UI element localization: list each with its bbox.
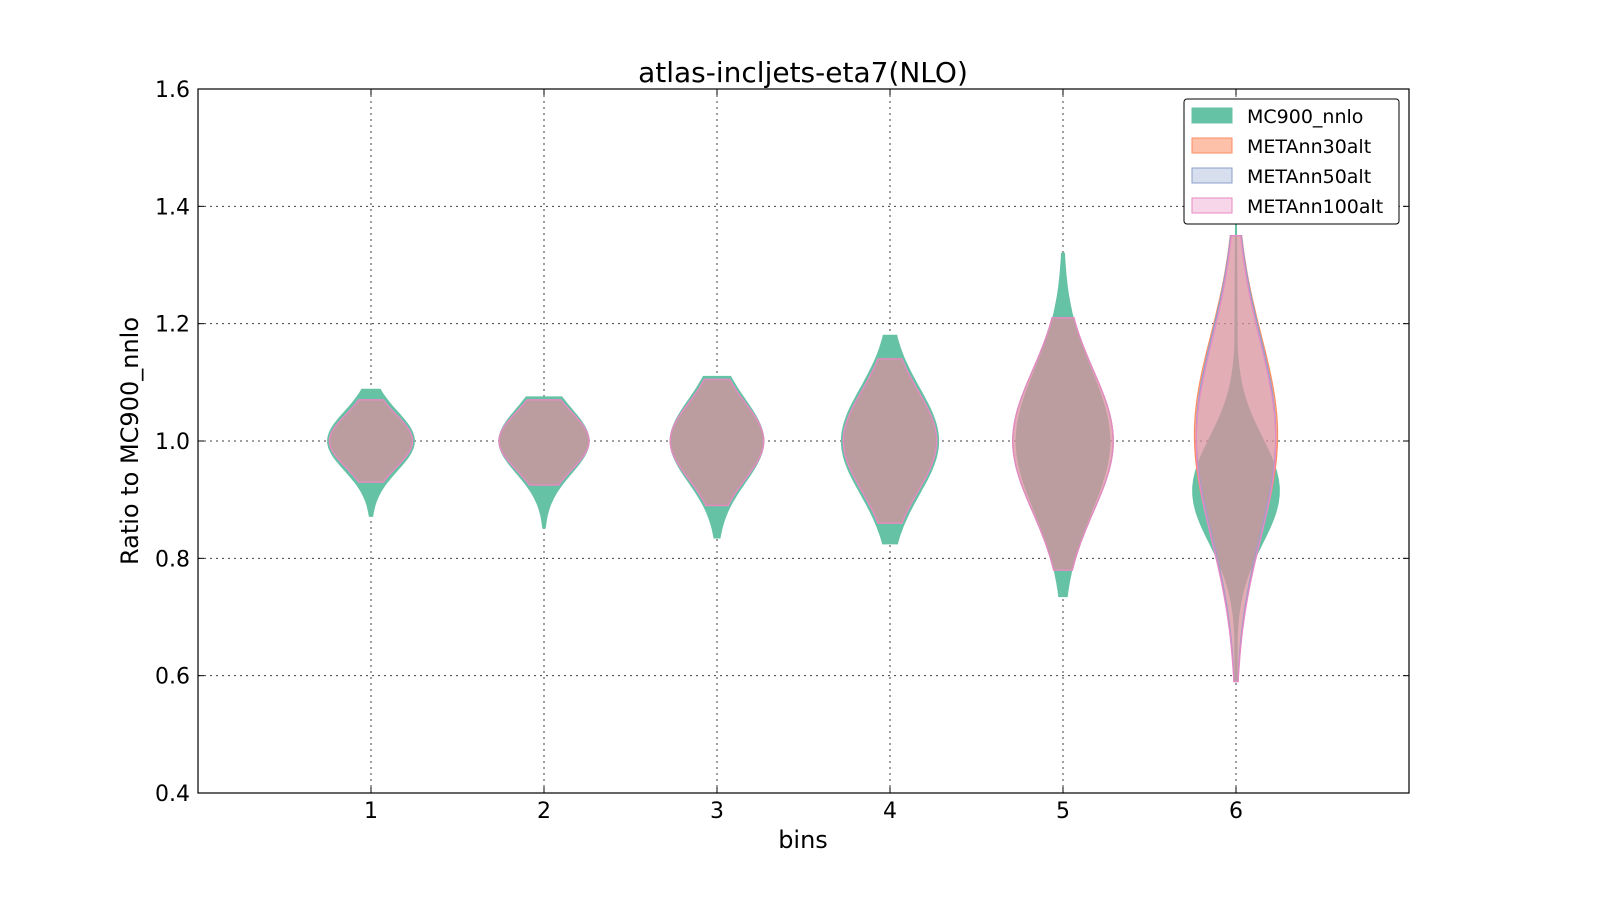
y-tick-label: 0.8 [155, 547, 190, 572]
x-tick-label: 5 [1056, 799, 1070, 824]
violin-bin-5 [1012, 317, 1114, 571]
legend-label: METAnn100alt [1247, 196, 1383, 218]
y-tick-label: 1.0 [155, 430, 190, 455]
y-tick-label: 0.4 [155, 782, 190, 807]
violin-layer [327, 114, 1280, 683]
violin-bin-3 [669, 378, 765, 507]
legend-label: MC900_nnlo [1247, 106, 1363, 128]
x-tick-label: 3 [710, 799, 724, 824]
x-tick-label: 1 [364, 799, 378, 824]
series-MC900_nnlo [327, 114, 1280, 683]
legend-label: METAnn50alt [1247, 166, 1371, 188]
legend-swatch [1191, 107, 1233, 124]
series-METAnn100alt [328, 235, 1277, 683]
x-tick-label: 4 [883, 799, 897, 824]
series-METAnn30alt [328, 235, 1279, 683]
x-tick-label: 2 [537, 799, 551, 824]
y-tick-label: 0.6 [155, 665, 190, 690]
violin-bin-6 [1195, 235, 1277, 683]
legend-swatch [1191, 197, 1233, 214]
series-METAnn50alt [328, 235, 1277, 683]
x-axis: 1 2 3 4 5 6 [364, 89, 1243, 824]
legend: MC900_nnlo METAnn30alt METAnn50alt METAnn10… [1183, 98, 1400, 225]
legend-swatch [1191, 167, 1233, 184]
y-axis: 0.4 0.6 0.8 1.0 1.2 1.4 1.6 [155, 78, 1409, 807]
violin-bin-4 [842, 358, 938, 524]
y-tick-label: 1.6 [155, 78, 190, 103]
legend-swatch [1191, 137, 1233, 154]
x-axis-title: bins [778, 826, 828, 854]
legend-label: METAnn30alt [1247, 136, 1371, 158]
y-axis-title: Ratio to MC900_nnlo [116, 317, 144, 565]
y-tick-label: 1.2 [155, 313, 190, 338]
x-tick-label: 6 [1229, 799, 1243, 824]
legend-frame [1183, 98, 1400, 225]
chart-title: atlas-incljets-eta7(NLO) [638, 56, 968, 89]
violin-bin-1 [328, 399, 414, 483]
violin-bin-2 [498, 399, 590, 486]
y-tick-label: 1.4 [155, 195, 190, 220]
